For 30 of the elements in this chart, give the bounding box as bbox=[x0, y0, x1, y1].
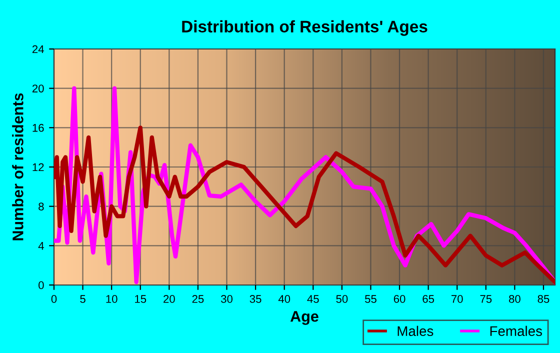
x-tick-label: 60 bbox=[394, 295, 406, 303]
x-tick-label: 0 bbox=[51, 295, 57, 303]
x-tick-label: 45 bbox=[307, 295, 319, 303]
x-tick-label: 85 bbox=[538, 295, 550, 303]
x-tick-label: 40 bbox=[278, 295, 290, 303]
legend-label: Females bbox=[490, 326, 542, 336]
x-tick-label: 10 bbox=[106, 295, 118, 303]
x-tick-label: 55 bbox=[364, 295, 376, 303]
x-tick-label: 65 bbox=[422, 295, 434, 303]
y-tick-label: 4 bbox=[38, 242, 44, 250]
x-tick-label: 25 bbox=[192, 295, 204, 303]
x-tick-label: 15 bbox=[135, 295, 146, 303]
x-axis-title: Age bbox=[290, 311, 318, 325]
y-tick-label: 12 bbox=[32, 163, 44, 172]
y-tick-label: 24 bbox=[32, 45, 44, 54]
x-tick-label: 30 bbox=[221, 295, 233, 303]
chart-title: Distribution of Residents' Ages bbox=[182, 20, 428, 36]
x-tick-label: 20 bbox=[164, 295, 175, 303]
y-tick-label: 16 bbox=[32, 124, 44, 132]
y-axis-title: Number of residents bbox=[12, 93, 24, 240]
x-tick-label: 70 bbox=[451, 295, 463, 303]
y-tick-label: 20 bbox=[32, 84, 44, 92]
x-tick-label: 80 bbox=[508, 295, 520, 303]
x-tick-label: 35 bbox=[250, 295, 262, 303]
x-tick-label: 75 bbox=[480, 295, 492, 303]
y-tick-label: 0 bbox=[38, 281, 44, 290]
x-tick-label: 5 bbox=[80, 295, 86, 303]
legend-label: Males bbox=[398, 326, 434, 336]
y-tick-label: 8 bbox=[38, 202, 44, 210]
x-tick-label: 50 bbox=[336, 295, 348, 303]
